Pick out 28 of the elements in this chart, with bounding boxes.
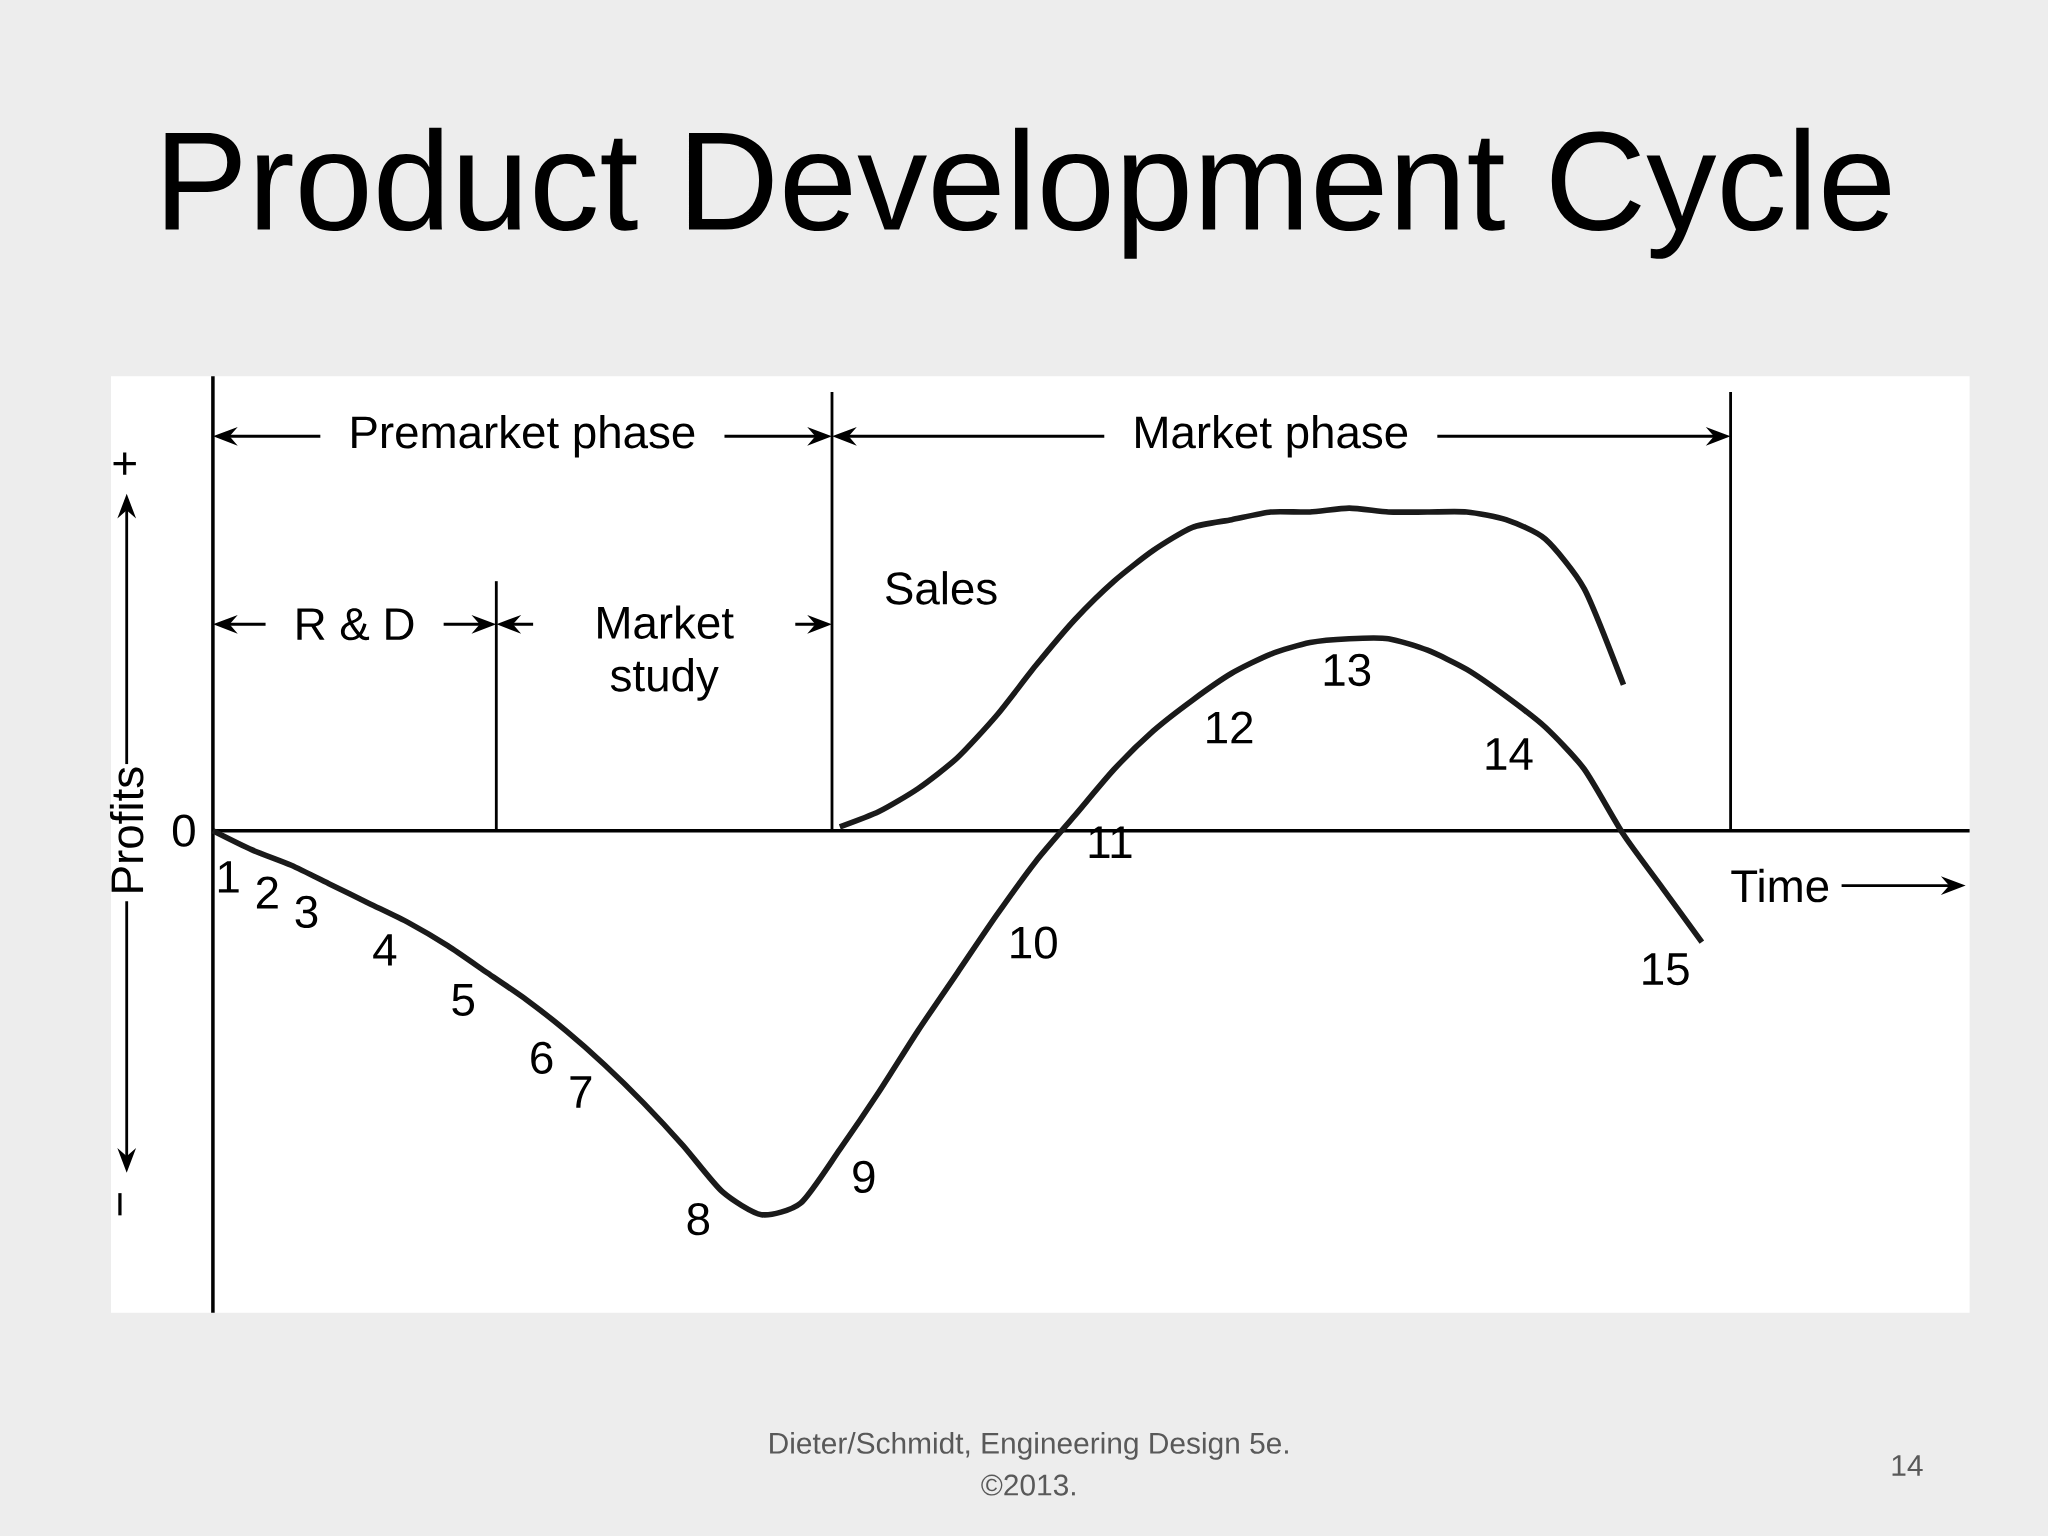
annotation: R & D [297, 608, 414, 641]
text: + [113, 452, 136, 475]
text: Premarket phase [352, 414, 695, 458]
y-axis-title: Profits [109, 767, 144, 892]
annotation: 2 [256, 876, 278, 909]
x-axis-title: Time [1731, 868, 1829, 903]
annotation: 9 [853, 1160, 875, 1194]
annotation: Market study [598, 605, 734, 701]
annotation: 6 [531, 1041, 553, 1074]
annotation: 8 [687, 1202, 710, 1236]
annotation: 3 [295, 895, 318, 929]
annotation: 1 [218, 861, 239, 893]
chart-title: Product Development Cycle [165, 127, 1890, 259]
annotation: 13 [1324, 653, 1371, 687]
series-label: Sales [886, 571, 997, 605]
annotation: 0 [172, 814, 195, 847]
text: Dieter/Schmidt, Engineering Design 5e. [770, 1431, 1288, 1460]
annotation: 4 [373, 934, 397, 966]
annotation: 5 [452, 984, 475, 1016]
annotation: 10 [1011, 926, 1057, 959]
annotation: 7 [570, 1076, 592, 1108]
text: − [118, 1193, 122, 1216]
annotation: 15 [1643, 953, 1689, 986]
annotation: 14 [1486, 738, 1533, 770]
text: ©2013. [981, 1474, 1075, 1496]
text: 14 [1892, 1455, 1923, 1476]
text: Market phase [1136, 414, 1408, 458]
annotation: 12 [1207, 711, 1253, 744]
